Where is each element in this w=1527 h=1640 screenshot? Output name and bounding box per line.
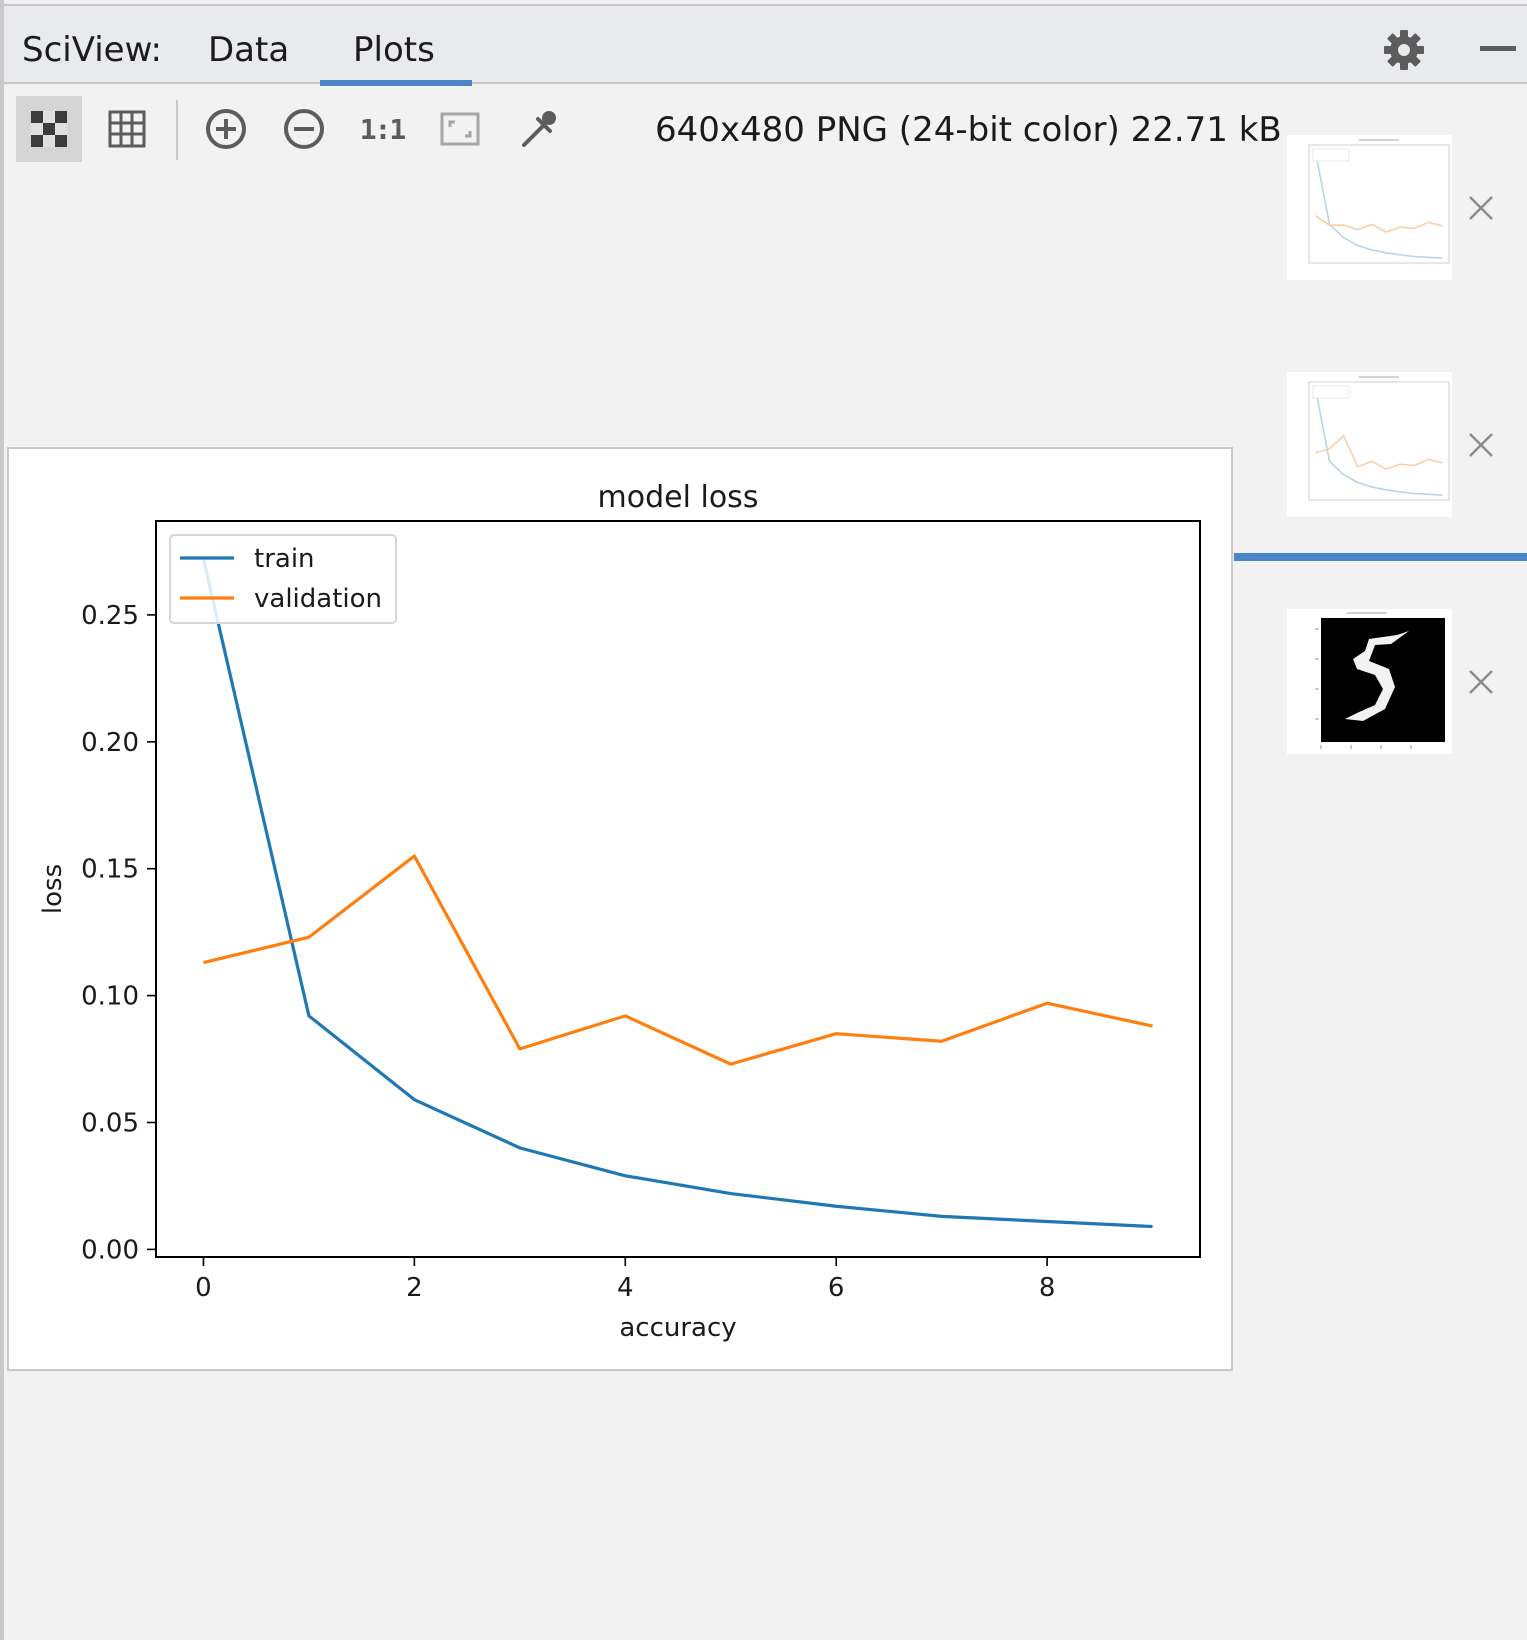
tab-plots[interactable]: Plots [353, 30, 435, 70]
y-tick-label: 0.00 [81, 1235, 139, 1265]
gear-icon[interactable] [1382, 28, 1426, 72]
plot-area [155, 520, 1201, 1258]
color-picker-button[interactable] [505, 96, 571, 162]
thumb-background [1287, 372, 1452, 517]
thumb-plot-area [1308, 144, 1450, 264]
thumbnail-model-loss-1[interactable] [1287, 135, 1452, 280]
chessboard-icon [31, 111, 67, 147]
x-tick-label: 6 [828, 1273, 845, 1303]
thumbnail-model-loss-2[interactable] [1287, 372, 1452, 517]
series-line-train [201, 558, 1153, 1229]
digit-five-image [1287, 609, 1452, 754]
fit-window-button[interactable] [427, 96, 493, 162]
zoom-out-icon [284, 109, 324, 149]
grid-button[interactable] [94, 96, 160, 162]
fit-window-icon [440, 112, 480, 146]
thumb-title [1359, 139, 1399, 141]
actual-size-button[interactable]: 1:1 [349, 96, 415, 162]
color-picker-icon [522, 111, 556, 147]
thumbnail-plot-image [1287, 135, 1452, 280]
series-line-validation [203, 854, 1153, 1066]
chart-title: model loss [598, 480, 759, 515]
y-tick-label: 0.15 [81, 855, 139, 885]
sciview-header: SciView: Data Plots [4, 4, 1527, 86]
plot-viewer: 0 2 4 6 8 0.00 0.05 0.10 0.15 0.20 0.25 model loss a… [7, 447, 1233, 1371]
window-border [0, 0, 4, 1640]
image-info-label: 640x480 PNG (24-bit color) 22.71 kB [655, 110, 1282, 150]
thumb-legend [1312, 148, 1350, 162]
chessboard-button[interactable] [16, 96, 82, 162]
close-icon[interactable] [1466, 430, 1496, 460]
active-tab-indicator [320, 80, 472, 86]
y-tick-label: 0.05 [81, 1108, 139, 1138]
x-axis-label: accuracy [619, 1313, 736, 1343]
selected-thumbnail-indicator [1234, 553, 1527, 561]
x-tick-label: 4 [617, 1273, 634, 1303]
legend-label-train: train [254, 544, 315, 574]
tab-data[interactable]: Data [208, 30, 290, 70]
zoom-in-icon [206, 109, 246, 149]
minimize-icon[interactable] [1476, 28, 1520, 72]
x-tick-label: 0 [195, 1273, 212, 1303]
legend-label-validation: validation [254, 584, 382, 614]
thumb-series-line [1314, 215, 1443, 233]
sciview-title: SciView: [22, 30, 163, 70]
thumb-series-line [1314, 387, 1443, 496]
thumb-plot-area [1308, 381, 1450, 501]
thumbnail-plot-image [1287, 372, 1452, 517]
thumb-series-line [1315, 434, 1443, 470]
y-axis-label: loss [38, 864, 68, 914]
y-tick-label: 0.20 [81, 728, 139, 758]
zoom-out-button[interactable] [271, 96, 337, 162]
thumbnail-digit-image[interactable] [1287, 609, 1452, 754]
thumb-title [1359, 376, 1399, 378]
grid-icon [108, 110, 146, 148]
close-icon[interactable] [1466, 193, 1496, 223]
thumb-series-line [1314, 150, 1443, 259]
toolbar-separator [176, 100, 178, 160]
thumb-background [1287, 135, 1452, 280]
y-tick-label: 0.10 [81, 982, 139, 1012]
thumb-legend [1312, 385, 1350, 399]
actual-size-icon: 1:1 [359, 112, 407, 146]
x-tick-label: 2 [406, 1273, 423, 1303]
zoom-in-button[interactable] [193, 96, 259, 162]
model-loss-chart: 0 2 4 6 8 0.00 0.05 0.10 0.15 0.20 0.25 model loss a… [38, 480, 1201, 1343]
x-tick-label: 8 [1039, 1273, 1056, 1303]
y-tick-label: 0.25 [81, 601, 139, 631]
close-icon[interactable] [1466, 667, 1496, 697]
